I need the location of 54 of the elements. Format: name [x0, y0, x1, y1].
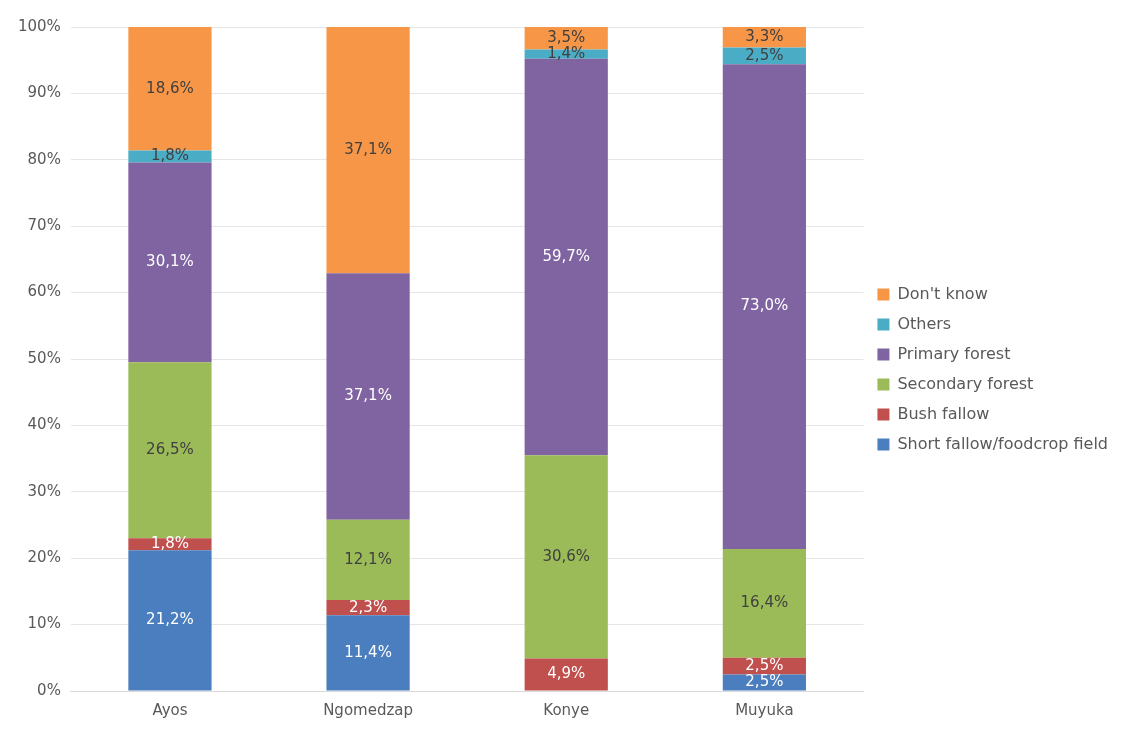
bar: [524, 658, 608, 691]
y-tick-label: 90%: [27, 83, 61, 102]
data-label: 37,1%: [344, 140, 392, 159]
bar: [326, 27, 410, 274]
data-label: 21,2%: [146, 610, 194, 629]
bar: [722, 64, 806, 549]
y-tick-label: 0%: [37, 680, 61, 699]
data-label: 37,1%: [344, 386, 392, 405]
legend-label: Secondary forest: [897, 373, 1034, 393]
x-tick-label: Ngomedzap: [323, 700, 414, 719]
data-label: 11,4%: [344, 642, 392, 661]
x-tick-label: Muyuka: [735, 700, 794, 719]
legend-label: Bush fallow: [897, 403, 990, 423]
data-label: 18,6%: [146, 78, 194, 97]
data-label: 16,4%: [740, 593, 789, 612]
data-label: 59,7%: [542, 246, 591, 265]
data-label: 26,5%: [146, 440, 194, 459]
data-label: 2,5%: [745, 45, 784, 64]
y-tick-label: 60%: [27, 282, 61, 301]
bar: [326, 273, 410, 520]
bar: [128, 550, 212, 691]
bar: [326, 519, 410, 601]
data-label: 73,0%: [740, 296, 789, 315]
legend-label: Others: [897, 313, 952, 333]
data-label: 3,5%: [547, 27, 586, 46]
bar: [524, 455, 608, 659]
legend-label: Primary forest: [897, 343, 1011, 363]
y-tick-label: 70%: [27, 216, 61, 235]
bar: [128, 162, 212, 363]
data-label: 1,8%: [150, 146, 190, 165]
data-label: 2,3%: [349, 597, 388, 616]
data-label: 4,9%: [547, 664, 586, 683]
y-tick-label: 30%: [27, 481, 61, 500]
bar: [326, 615, 410, 691]
x-tick-label: Konye: [543, 700, 590, 719]
data-label: 12,1%: [344, 549, 392, 568]
data-label: 2,5%: [745, 655, 784, 674]
y-tick-label: 40%: [27, 415, 61, 434]
data-label: 1,8%: [150, 534, 190, 553]
bar: [524, 58, 608, 456]
legend-label: Short fallow/foodcrop field: [897, 433, 1108, 453]
y-tick-label: 20%: [27, 548, 61, 567]
data-label: 3,3%: [745, 26, 784, 45]
data-label: 30,6%: [542, 546, 591, 565]
data-label: 1,4%: [547, 44, 586, 63]
data-label: 2,5%: [745, 672, 784, 691]
bar: [722, 548, 806, 658]
y-tick-label: 100%: [17, 16, 61, 35]
data-label: 30,1%: [146, 252, 194, 271]
y-tick-label: 80%: [27, 149, 61, 168]
y-tick-label: 50%: [27, 348, 61, 367]
legend-label: Don't know: [897, 283, 988, 303]
y-tick-label: 10%: [27, 614, 61, 633]
x-tick-label: Ayos: [152, 700, 188, 719]
